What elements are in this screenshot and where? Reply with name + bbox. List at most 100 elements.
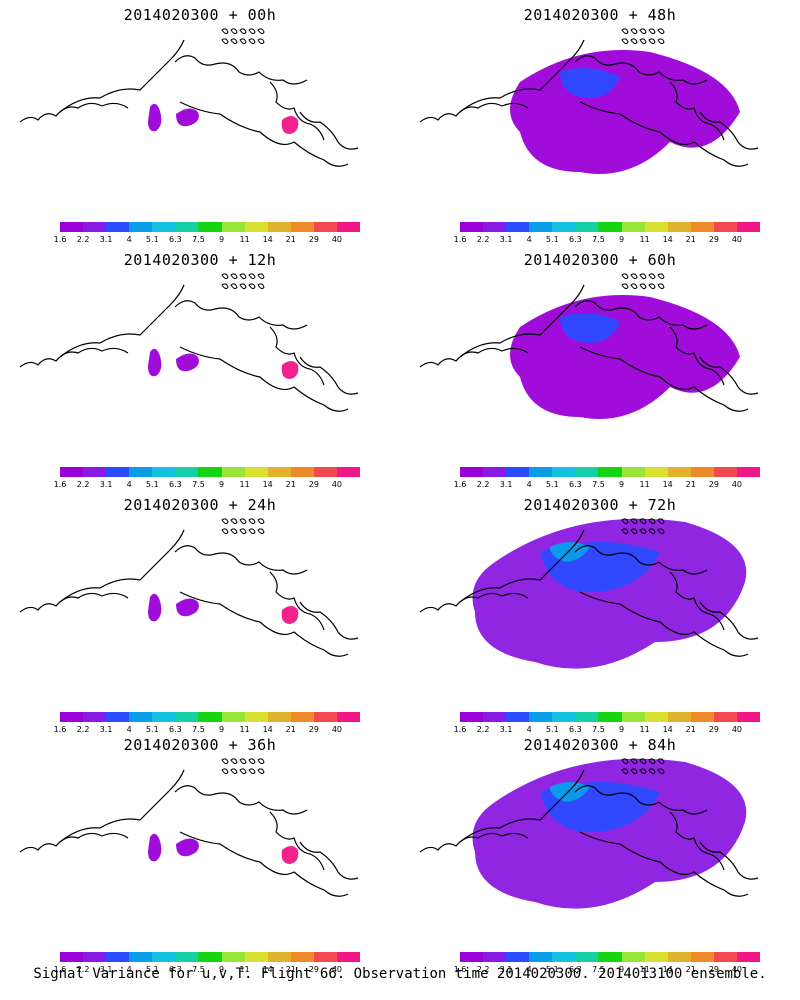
colorbar: 1.6 2.2 3.1 4 5.1 6.3 7.5 9 11 14 21 29 40: [454, 952, 761, 974]
coastline: [419, 273, 759, 412]
colorbar-swatch: [736, 467, 761, 477]
colorbar-tick-label: 29: [308, 725, 319, 734]
colorbar: 1.6 2.2 3.1 4 5.1 6.3 7.5 9 11 14 21 29 40: [54, 712, 361, 734]
colorbar-tick-label: 4: [126, 480, 132, 489]
colorbar-tick-label: 21: [685, 965, 696, 974]
colorbar-swatch: [267, 467, 292, 477]
colorbar-swatch: [644, 952, 669, 962]
colorbar: 1.6 2.2 3.1 4 5.1 6.3 7.5 9 11 14 21 29 40: [54, 467, 361, 489]
colorbar-swatch: [575, 467, 599, 477]
colorbar-swatch: [106, 467, 130, 477]
colorbar-tick-label: 2.2: [476, 725, 490, 734]
colorbar-swatch: [198, 712, 223, 722]
colorbar-swatch: [460, 952, 484, 962]
colorbar-tick-label: 21: [285, 725, 296, 734]
colorbar-swatch: [336, 222, 361, 232]
panel-title: 2014020300 + 60h: [523, 251, 677, 269]
colorbar-swatch: [313, 712, 338, 722]
colorbar-swatch: [667, 952, 692, 962]
colorbar-tick-label: 7.5: [592, 480, 605, 489]
colorbar-swatch: [506, 952, 530, 962]
map-panel: 2014020300 + 60h 1.6 2.2 3.1 4 5.1 6.3 7.5 9 11 14…: [400, 245, 800, 490]
colorbar-swatch: [313, 952, 338, 962]
colorbar-tick-label: 40: [331, 965, 343, 974]
coastline: [419, 518, 759, 657]
colorbar-swatch: [175, 222, 199, 232]
colorbar-tick-label: 7.5: [192, 480, 205, 489]
colorbar: 1.6 2.2 3.1 4 5.1 6.3 7.5 9 11 14 21 29 40: [454, 222, 761, 244]
polar-map: [419, 518, 759, 669]
colorbar-tick-label: 9: [618, 965, 625, 974]
colorbar-swatch: [290, 712, 315, 722]
colorbar-tick-label: 9: [618, 235, 625, 244]
colorbar-tick-label: 29: [308, 480, 319, 489]
colorbar-tick-label: 3.1: [99, 725, 113, 734]
colorbar-swatch: [244, 467, 269, 477]
coastline: [19, 28, 359, 167]
colorbar-swatch: [575, 952, 599, 962]
colorbar-swatch: [290, 952, 315, 962]
colorbar-tick-label: 9: [218, 725, 225, 734]
colorbar-swatch: [83, 712, 107, 722]
colorbar-swatch: [483, 467, 507, 477]
colorbar-tick-label: 29: [308, 965, 319, 974]
colorbar-swatch: [267, 712, 292, 722]
colorbar-swatch: [644, 222, 669, 232]
colorbar-swatch: [152, 467, 176, 477]
colorbar-swatch: [290, 467, 315, 477]
variance-shading: [148, 348, 299, 379]
colorbar-swatch: [667, 712, 692, 722]
colorbar-swatch: [736, 952, 761, 962]
colorbar-swatch: [336, 467, 361, 477]
colorbar-swatch: [175, 467, 199, 477]
colorbar-swatch: [483, 712, 507, 722]
colorbar-tick-label: 11: [639, 480, 650, 489]
map-panel: 2014020300 + 00h 1.6 2.2 3.1 4 5.1 6.3 7.5 9 11 14…: [0, 0, 400, 245]
colorbar-tick-label: 6.3: [169, 480, 182, 489]
colorbar-swatch: [129, 712, 153, 722]
panel-title: 2014020300 + 36h: [123, 736, 277, 754]
colorbar-swatch: [198, 467, 223, 477]
panel-title: 2014020300 + 12h: [123, 251, 277, 269]
colorbar-tick-label: 7.5: [592, 235, 605, 244]
colorbar-swatch: [529, 222, 553, 232]
colorbar-tick-label: 3.1: [499, 965, 513, 974]
colorbar-tick-label: 40: [731, 965, 743, 974]
colorbar-tick-label: 11: [239, 480, 250, 489]
colorbar: 1.6 2.2 3.1 4 5.1 6.3 7.5 9 11 14 21 29 40: [454, 467, 761, 489]
colorbar-swatch: [221, 467, 246, 477]
colorbar-tick-label: 4: [126, 235, 132, 244]
colorbar-swatch: [198, 952, 223, 962]
colorbar-swatch: [552, 712, 576, 722]
colorbar-swatch: [152, 222, 176, 232]
colorbar-tick-label: 21: [685, 725, 696, 734]
colorbar-tick-label: 6.3: [169, 965, 182, 974]
colorbar-swatch: [598, 467, 623, 477]
colorbar-tick-label: 1.6: [53, 725, 67, 734]
colorbar-swatch: [313, 467, 338, 477]
colorbar-tick-label: 3.1: [99, 480, 113, 489]
colorbar-swatch: [713, 467, 738, 477]
colorbar-tick-label: 6.3: [569, 725, 582, 734]
colorbar-tick-label: 11: [239, 235, 250, 244]
colorbar-tick-label: 14: [262, 480, 273, 489]
polar-map: [419, 28, 759, 174]
polar-map: [19, 28, 359, 167]
variance-shading: [148, 833, 299, 864]
colorbar-swatch: [267, 222, 292, 232]
colorbar-tick-label: 9: [218, 235, 225, 244]
colorbar-tick-label: 3.1: [99, 235, 113, 244]
colorbar-tick-label: 11: [639, 235, 650, 244]
colorbar-swatch: [506, 222, 530, 232]
colorbar-tick-label: 2.2: [76, 725, 90, 734]
map-panel: 2014020300 + 12h 1.6 2.2 3.1 4 5.1 6.3 7.5 9 11 14…: [0, 245, 400, 490]
polar-map: [19, 518, 359, 657]
colorbar-tick-label: 11: [639, 965, 650, 974]
colorbar-tick-label: 14: [662, 725, 673, 734]
polar-map: [19, 273, 359, 412]
colorbar-tick-label: 2.2: [76, 965, 90, 974]
colorbar-tick-label: 4: [126, 725, 132, 734]
colorbar-tick-label: 6.3: [169, 235, 182, 244]
colorbar-tick-label: 21: [285, 965, 296, 974]
coastline: [19, 758, 359, 897]
